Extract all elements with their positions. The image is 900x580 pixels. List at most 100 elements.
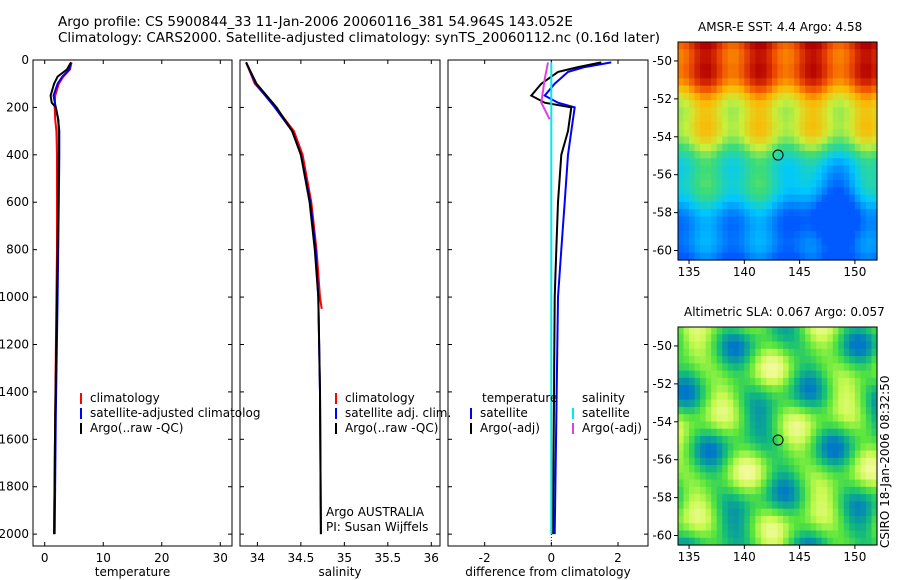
sla-cell <box>689 501 696 510</box>
sst-cell <box>727 201 734 210</box>
temperature-ytick-label: 800 <box>6 243 29 257</box>
sla-cell <box>794 334 801 343</box>
sst-cell <box>716 71 723 79</box>
legend-label: Argo(-adj) <box>582 421 642 435</box>
sst-cell <box>689 143 696 152</box>
sst-cell <box>865 49 873 58</box>
sst-cell <box>733 56 740 65</box>
sla-cell <box>760 348 768 357</box>
sla-cell <box>700 523 707 532</box>
sst-cell <box>783 129 790 138</box>
sla-cell <box>794 450 801 459</box>
sst-cell <box>816 71 823 79</box>
sst-cell <box>838 245 845 254</box>
sla-cell <box>683 530 690 539</box>
sla-cell <box>749 421 756 430</box>
sst-cell <box>705 78 712 87</box>
sst-cell <box>860 230 867 239</box>
sst-cell <box>755 151 762 159</box>
sst-cell <box>860 180 867 188</box>
sla-cell <box>788 515 795 524</box>
sla-cell <box>705 443 712 452</box>
sst-cell <box>865 107 873 116</box>
sla-cell <box>738 530 745 539</box>
temperature-ytick-label: 1000 <box>0 290 29 304</box>
sla-cell <box>788 363 795 372</box>
sst-cell <box>854 85 862 94</box>
sst-cell <box>783 223 790 232</box>
sst-cell <box>865 223 873 232</box>
sst-cell <box>689 252 696 261</box>
sst-cell <box>760 129 768 138</box>
sla-cell <box>689 414 696 423</box>
sla-cell <box>749 486 756 495</box>
sla-cell <box>744 399 751 408</box>
sst-cell <box>777 78 784 87</box>
sla-cell <box>678 501 685 510</box>
sla-cell <box>799 450 806 459</box>
sst-cell <box>749 230 756 239</box>
sst-cell <box>799 209 806 217</box>
sst-cell <box>733 92 740 101</box>
temperature-ytick-label: 0 <box>21 53 29 67</box>
sst-cell <box>716 245 723 254</box>
sst-cell <box>722 49 729 58</box>
sla-cell <box>854 443 862 452</box>
sst-cell <box>871 71 878 79</box>
sla-cell <box>689 436 696 444</box>
sla-cell <box>871 356 878 364</box>
sla-cell <box>700 421 707 430</box>
sst-cell <box>805 187 812 196</box>
sla-cell <box>860 334 867 343</box>
sla-cell <box>689 392 696 401</box>
sla-cell <box>783 414 790 423</box>
sla-cell <box>727 399 734 408</box>
sst-cell <box>838 238 845 247</box>
sla-cell <box>749 356 756 364</box>
sst-cell <box>832 165 839 174</box>
sla-cell <box>810 523 817 532</box>
sst-cell <box>788 92 795 101</box>
sla-cell <box>794 501 801 510</box>
temperature-ytick-label: 1400 <box>0 385 29 399</box>
sla-cell <box>783 392 790 401</box>
sla-cell <box>749 363 756 372</box>
sst-cell <box>860 172 867 181</box>
sst-cell <box>683 85 690 94</box>
sst-cell <box>871 223 878 232</box>
sla-map-title: Altimetric SLA: 0.067 Argo: 0.057 <box>684 305 885 319</box>
sla-cell <box>816 363 823 372</box>
sst-cell <box>805 56 812 65</box>
sla-cell <box>766 501 773 510</box>
sla-cell <box>816 348 823 357</box>
sst-cell <box>777 136 784 145</box>
sla-cell <box>799 363 806 372</box>
sla-cell <box>799 472 806 481</box>
sst-cell <box>716 230 723 239</box>
sst-cell <box>771 194 779 203</box>
sla-cell <box>700 436 707 444</box>
sst-cell <box>783 180 790 188</box>
sst-cell <box>805 194 812 203</box>
sla-cell <box>700 392 707 401</box>
sst-cell <box>733 63 740 72</box>
sla-cell <box>816 472 823 481</box>
sla-cell <box>788 472 795 481</box>
sla-cell <box>733 406 740 415</box>
sla-cell <box>716 472 723 481</box>
sst-cell <box>722 209 729 217</box>
sst-cell <box>849 165 856 174</box>
sst-cell <box>711 216 718 225</box>
sst-cell <box>794 56 801 65</box>
sla-cell <box>799 399 806 408</box>
sst-cell <box>849 121 856 130</box>
sla-cell <box>838 334 845 343</box>
sla-cell <box>749 348 756 357</box>
sst-cell <box>678 158 685 167</box>
sla-cell <box>777 334 784 343</box>
sla-cell <box>865 436 873 444</box>
sla-cell <box>777 450 784 459</box>
sst-cell <box>860 100 867 108</box>
sla-cell <box>683 479 690 488</box>
sla-cell <box>766 530 773 539</box>
